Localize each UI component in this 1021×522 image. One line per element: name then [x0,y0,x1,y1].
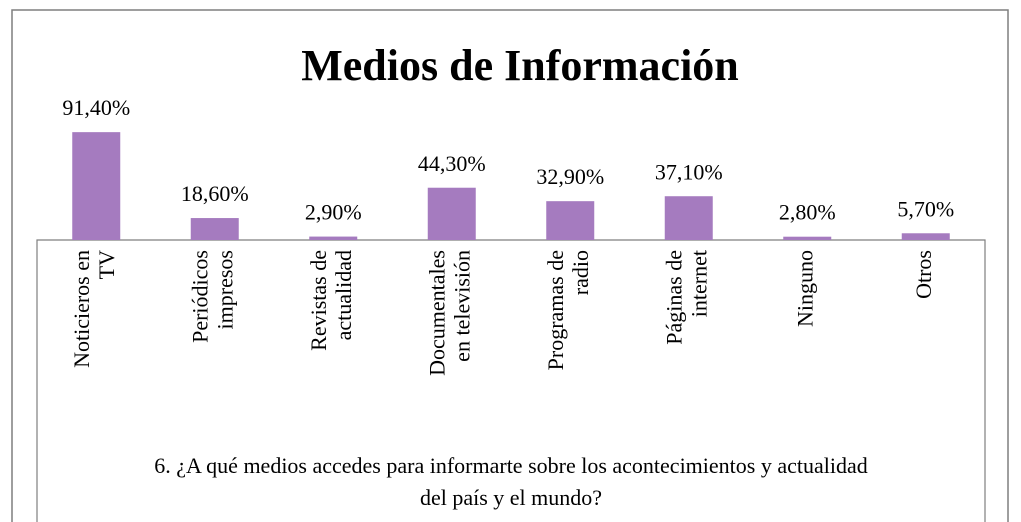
data-label: 5,70% [897,196,954,221]
bar [664,196,713,240]
chart-frame [11,9,1009,522]
bar [901,233,950,240]
data-label: 91,40% [62,95,130,120]
x-tick-label: Documentales [424,250,449,376]
data-label: 44,30% [418,151,486,176]
x-tick-label: Ninguno [792,250,817,327]
data-label: 2,80% [779,200,836,225]
x-tick-label: Programas de [543,250,568,370]
bar [190,218,239,240]
axis-box [36,239,986,522]
x-tick-label: Revistas de [306,250,331,351]
x-axis-title: del país y el mundo? [420,485,602,510]
x-tick-label: actualidad [331,250,356,340]
x-tick-label: Páginas de [661,250,686,345]
bar [309,236,358,240]
x-tick-label: radio [568,250,593,295]
x-tick-label: TV [94,250,119,279]
x-tick-label: internet [686,250,711,317]
data-label: 18,60% [181,181,249,206]
x-tick-label: Otros [911,250,936,299]
data-label: 32,90% [536,164,604,189]
x-tick-label: Periódicos [187,250,212,343]
x-axis-title: 6. ¿A qué medios accedes para informarte… [154,453,868,478]
bar [427,187,476,240]
bar [783,236,832,240]
x-tick-label: en televisión [449,250,474,362]
bar [72,132,121,240]
data-label: 2,90% [305,200,362,225]
data-label: 37,10% [655,159,723,184]
bar [546,201,595,240]
chart-title: Medios de Información [301,41,739,90]
x-tick-label: impresos [212,250,237,329]
x-tick-label: Noticieros en [69,250,94,368]
